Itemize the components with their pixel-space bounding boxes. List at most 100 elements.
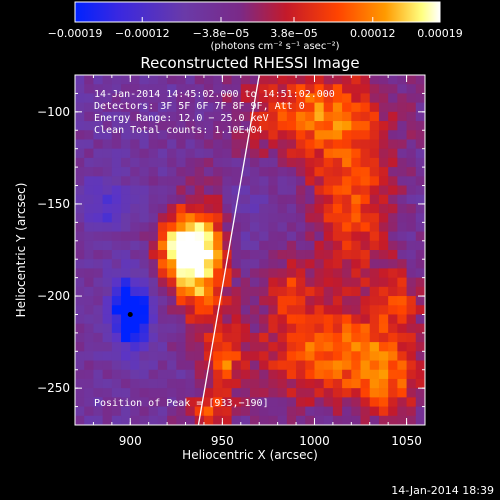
- heatmap-cell: [185, 332, 196, 343]
- heatmap-cell: [167, 323, 177, 334]
- colorbar: −0.00019 −0.00012 −3.8e−05 3.8e−05 0.00012 0.…: [48, 1, 463, 52]
- heatmap-cell: [176, 360, 187, 371]
- heatmap-cell: [203, 139, 214, 150]
- heatmap-cell: [121, 194, 131, 205]
- heatmap-cell: [167, 157, 177, 168]
- heatmap-cell: [231, 360, 242, 371]
- heatmap-cell: [351, 130, 362, 140]
- heatmap-cell: [342, 259, 352, 269]
- heatmap-cell: [102, 231, 113, 242]
- heatmap-cell: [259, 351, 269, 362]
- heatmap-cell: [111, 378, 122, 389]
- heatmap-cell: [323, 185, 334, 196]
- heatmap-cell: [342, 240, 352, 251]
- heatmap-cell: [231, 259, 242, 269]
- heatmap-cell: [268, 305, 279, 315]
- heatmap-cell: [378, 194, 389, 205]
- heatmap-cell: [121, 305, 131, 315]
- heatmap-cell: [378, 240, 389, 251]
- heatmap-cell: [323, 342, 334, 352]
- heatmap-cell: [148, 194, 159, 205]
- heatmap-cell: [259, 121, 269, 131]
- heatmap-cell: [296, 369, 306, 380]
- heatmap-cell: [406, 194, 417, 205]
- heatmap-cell: [286, 84, 297, 94]
- heatmap-cell: [203, 415, 214, 425]
- heatmap-cell: [139, 231, 150, 242]
- heatmap-cell: [259, 397, 269, 408]
- y-axis-label: Heliocentric Y (arcsec): [14, 183, 28, 318]
- heatmap-cell: [222, 84, 233, 94]
- heatmap-cell: [259, 314, 269, 325]
- heatmap-cell: [296, 332, 306, 343]
- heatmap-cell: [250, 268, 260, 279]
- heatmap-cell: [369, 194, 380, 205]
- heatmap-cell: [351, 213, 362, 223]
- heatmap-cell: [369, 176, 380, 187]
- heatmap-cell: [286, 342, 297, 352]
- heatmap-cell: [378, 397, 389, 408]
- heatmap-cell: [388, 231, 398, 242]
- heatmap-cell: [84, 139, 94, 150]
- heatmap-cell: [286, 148, 297, 159]
- heatmap-cell: [176, 167, 187, 177]
- heatmap-cell: [130, 250, 140, 260]
- heatmap-cell: [102, 342, 113, 352]
- heatmap-cell: [296, 84, 306, 94]
- heatmap-cell: [130, 203, 140, 214]
- heatmap-cell: [369, 406, 380, 417]
- heatmap-cell: [176, 185, 187, 196]
- heatmap-cell: [277, 157, 288, 168]
- heatmap-cell: [277, 194, 288, 205]
- heatmap-cell: [388, 259, 398, 269]
- heatmap-cell: [139, 406, 150, 417]
- heatmap-cell: [93, 388, 104, 398]
- heatmap-cell: [139, 360, 150, 371]
- heatmap-cell: [342, 185, 352, 196]
- heatmap-cell: [415, 397, 425, 408]
- heatmap-cell: [213, 378, 223, 389]
- heatmap-cell: [231, 314, 242, 325]
- heatmap-cell: [84, 369, 94, 380]
- heatmap-cell: [388, 194, 398, 205]
- heatmap-cell: [397, 360, 408, 371]
- heatmap-cell: [185, 213, 196, 223]
- heatmap-cell: [157, 388, 168, 398]
- heatmap-cell: [185, 351, 196, 362]
- heatmap-cell: [222, 342, 233, 352]
- heatmap-cell: [342, 342, 352, 352]
- heatmap-cell: [240, 240, 251, 251]
- heatmap-cell: [111, 360, 122, 371]
- heatmap-cell: [250, 296, 260, 306]
- heatmap-cell: [167, 406, 177, 417]
- heatmap-cell: [360, 84, 371, 94]
- heatmap-cell: [305, 93, 315, 104]
- heatmap-cell: [84, 296, 94, 306]
- heatmap-cell: [231, 130, 242, 140]
- heatmap-cell: [259, 231, 269, 242]
- heatmap-cell: [415, 102, 425, 113]
- heatmap-cell: [213, 167, 223, 177]
- heatmap-cell: [259, 213, 269, 223]
- heatmap-cell: [323, 360, 334, 371]
- heatmap-cell: [139, 102, 150, 113]
- heatmap-cell: [397, 102, 408, 113]
- heatmap-cell: [121, 157, 131, 168]
- heatmap-cell: [378, 176, 389, 187]
- heatmap-cell: [250, 231, 260, 242]
- heatmap-cell: [323, 250, 334, 260]
- heatmap-cell: [176, 351, 187, 362]
- heatmap-cell: [203, 332, 214, 343]
- heatmap-cell: [213, 185, 223, 196]
- heatmap-cell: [305, 406, 315, 417]
- heatmap-cell: [277, 139, 288, 150]
- heatmap-cell: [148, 93, 159, 104]
- heatmap-cell: [111, 148, 122, 159]
- heatmap-cell: [222, 121, 233, 131]
- heatmap-cell: [360, 360, 371, 371]
- heatmap-cell: [176, 240, 187, 251]
- heatmap-cell: [332, 342, 343, 352]
- heatmap-cell: [185, 93, 196, 104]
- heatmap-cell: [277, 75, 288, 85]
- heatmap-cell: [222, 268, 233, 279]
